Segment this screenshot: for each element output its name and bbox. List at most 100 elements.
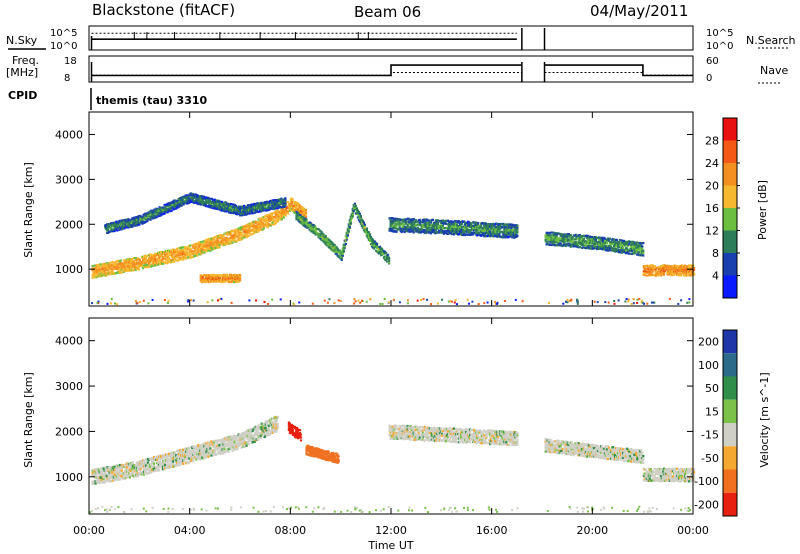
velocity-cell [172, 460, 175, 463]
power-ground-cell [147, 302, 150, 305]
power-cell [206, 240, 209, 243]
power-cell [385, 252, 388, 254]
power-cell [200, 252, 203, 255]
power-cell [458, 230, 462, 234]
power-cell [545, 240, 548, 243]
power-cell [284, 203, 287, 206]
power-cell [176, 204, 179, 207]
velocity-cell [93, 469, 96, 473]
power-cell [648, 268, 651, 271]
velocity-cell [192, 459, 195, 463]
power-cell [566, 235, 569, 238]
power-cell [228, 239, 231, 242]
power-cell [201, 243, 204, 246]
power-cell [220, 274, 224, 277]
power-cell [201, 203, 204, 206]
velocity-cell [258, 427, 261, 431]
power-cell [282, 216, 285, 219]
power-cell [252, 223, 255, 226]
power-cell [230, 212, 234, 214]
power-cell [259, 217, 262, 220]
power-cell [172, 208, 175, 211]
power-cell [368, 234, 372, 237]
power-ground-cell [406, 299, 409, 302]
freq-left-label-2: [MHz] [6, 66, 38, 79]
power-cell [105, 274, 108, 277]
power-cell [378, 245, 382, 248]
power-ground-cell [142, 299, 145, 302]
power-cell [239, 214, 242, 217]
power-cell [284, 198, 287, 201]
power-cell [559, 242, 562, 245]
power-cell [226, 242, 229, 245]
velocity-cell [144, 468, 148, 472]
power-ground-cell [136, 301, 139, 304]
power-cell [137, 268, 140, 271]
power-cell [113, 230, 116, 233]
power-cell [444, 219, 448, 223]
noise-lines [90, 28, 546, 50]
power-cell [401, 229, 404, 233]
power-cell [627, 244, 630, 247]
velocity-cell [168, 452, 171, 456]
power-cell [434, 229, 437, 232]
power-cell [511, 231, 514, 234]
power-cell [195, 201, 198, 204]
power-cell [201, 199, 204, 202]
power-cell [342, 249, 345, 252]
power-cell [422, 220, 425, 224]
power-ground-cell [279, 298, 282, 301]
power-ground-cell [494, 301, 497, 303]
power-cell [564, 244, 567, 248]
power-cell [557, 241, 560, 244]
power-cell [378, 250, 382, 253]
velocity-cell [99, 467, 102, 471]
power-cell [121, 262, 124, 265]
power-cell [291, 198, 294, 201]
power-ytick-label: 1000 [55, 263, 83, 276]
velocity-cell [188, 446, 191, 450]
power-cell [662, 271, 665, 274]
velocity-cell [174, 451, 177, 454]
power-cell [280, 201, 283, 204]
power-cell [139, 214, 142, 217]
power-ylabel: Slant Range [km] [22, 162, 35, 258]
power-ground-cell [369, 298, 372, 301]
power-cell [406, 225, 409, 228]
velocity-cell [232, 443, 235, 447]
power-cell [349, 221, 352, 224]
power-cell [91, 265, 94, 268]
power-cell [304, 211, 308, 214]
power-cell [176, 256, 179, 259]
power-cell [239, 276, 242, 279]
velocity-cell [107, 479, 110, 483]
power-cell [153, 212, 156, 215]
power-cell [298, 204, 302, 207]
power-cell [243, 207, 246, 210]
velocity-cell [243, 445, 246, 448]
power-cell [272, 218, 275, 221]
power-ground-cell [576, 302, 579, 305]
velocity-cell [144, 464, 148, 467]
velocity-cell [145, 472, 149, 475]
power-cell [634, 249, 637, 253]
power-cell [228, 204, 232, 207]
power-cell [229, 231, 232, 234]
power-cell [266, 215, 269, 219]
velocity-cell [102, 467, 105, 471]
velocity-cell [113, 473, 116, 477]
velocity-cell [189, 455, 192, 458]
power-ground-cell [326, 301, 329, 304]
power-cell [404, 218, 407, 221]
power-ground-cell [607, 301, 610, 304]
power-cell [640, 251, 643, 255]
power-cell [672, 273, 676, 276]
velocity-cell [195, 458, 198, 461]
power-ground-cell [496, 301, 499, 304]
velocity-cell [224, 443, 227, 446]
power-cell [157, 212, 160, 215]
power-ground-cell [354, 300, 357, 303]
power-ground-cell [97, 300, 100, 303]
power-cell [213, 204, 216, 207]
power-cell [290, 202, 293, 205]
